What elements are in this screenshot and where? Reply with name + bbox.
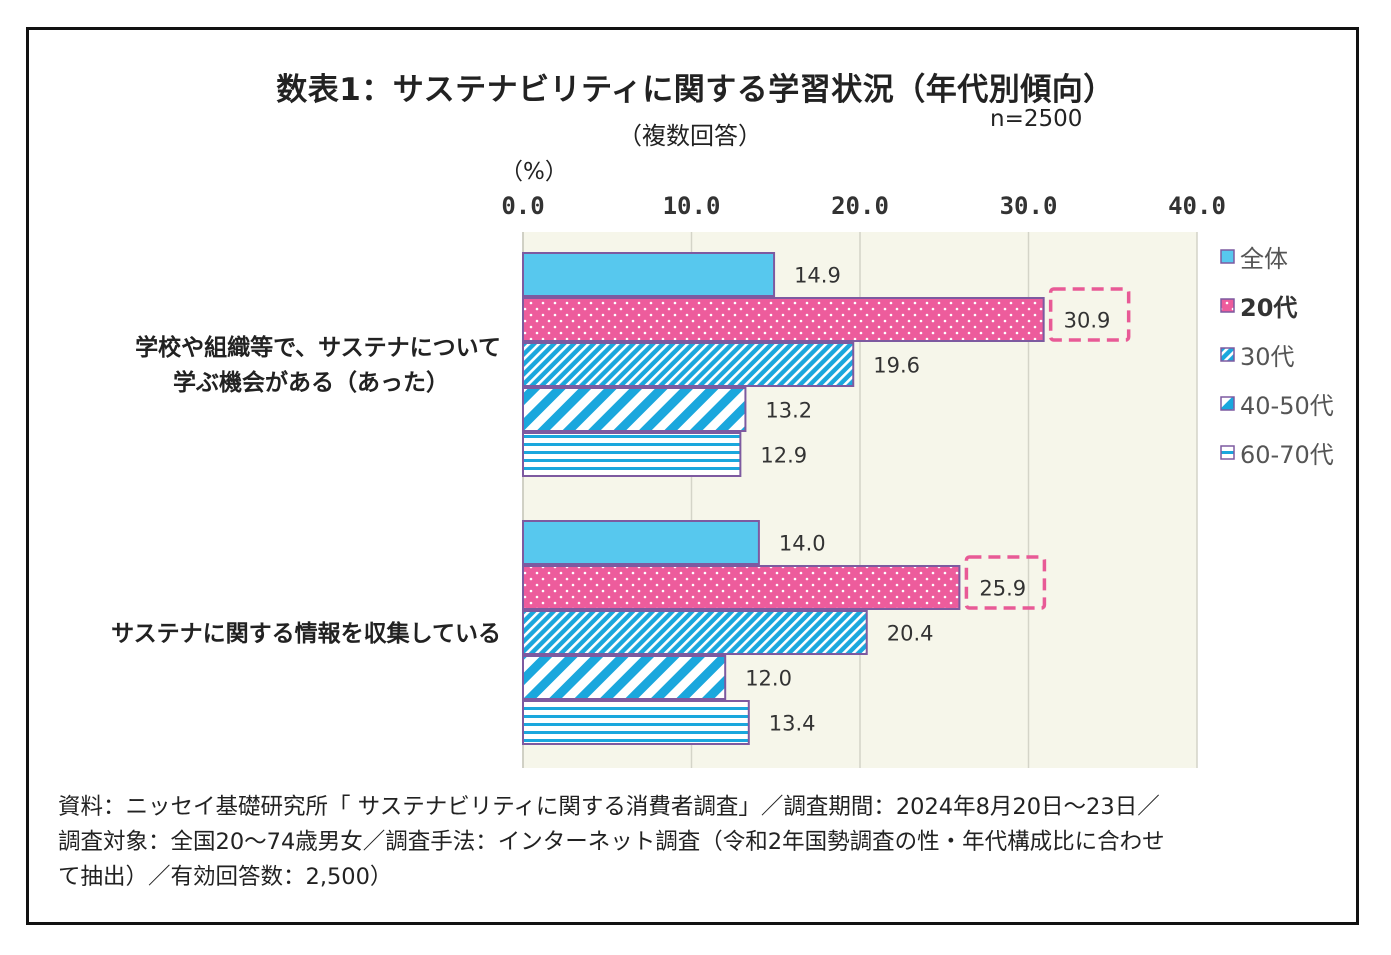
highlight-box bbox=[964, 555, 1047, 610]
category-label-learning: 学校や組織等で、サステナについて 学ぶ機会がある（あった） bbox=[135, 331, 501, 401]
legend-swatch bbox=[1220, 249, 1235, 264]
x-tick-label: 30.0 bbox=[1000, 192, 1058, 220]
bar bbox=[522, 432, 742, 477]
legend-label: 全体 bbox=[1240, 245, 1288, 273]
bar bbox=[522, 565, 961, 610]
source-footnote: 資料：ニッセイ基礎研究所「 サステナビリティに関する消費者調査」／調査期間：20… bbox=[58, 790, 1338, 895]
legend-label: 20代 bbox=[1240, 294, 1297, 322]
data-label: 30.9 bbox=[1064, 309, 1111, 333]
data-label: 14.0 bbox=[779, 532, 826, 556]
bar bbox=[522, 342, 855, 387]
bar bbox=[522, 387, 747, 432]
sample-size-label: n=2500 bbox=[990, 106, 1083, 132]
category-label-info: サステナに関する情報を収集している bbox=[111, 617, 501, 652]
data-label: 13.2 bbox=[765, 399, 812, 423]
data-label: 12.0 bbox=[745, 667, 792, 691]
category-label-learning-line-1: 学校や組織等で、サステナについて bbox=[135, 335, 501, 361]
bar bbox=[522, 520, 760, 565]
bar bbox=[522, 655, 727, 700]
footnote-line-3: て抽出）／有効回答数：2,500） bbox=[58, 864, 393, 890]
category-label-learning-line-2: 学ぶ機会がある（あった） bbox=[173, 370, 449, 396]
x-tick-label: 40.0 bbox=[1168, 192, 1226, 220]
footnote-line-1: 資料：ニッセイ基礎研究所「 サステナビリティに関する消費者調査」／調査期間：20… bbox=[58, 794, 1160, 820]
legend-swatch bbox=[1220, 445, 1235, 460]
data-label: 25.9 bbox=[979, 577, 1026, 601]
bar bbox=[522, 297, 1045, 342]
data-label: 19.6 bbox=[873, 354, 920, 378]
x-tick-label: 0.0 bbox=[501, 192, 544, 220]
data-label: 20.4 bbox=[887, 622, 934, 646]
x-tick-label: 10.0 bbox=[663, 192, 721, 220]
data-label: 14.9 bbox=[794, 264, 841, 288]
legend-label: 40-50代 bbox=[1240, 392, 1334, 420]
highlight-box bbox=[1048, 287, 1131, 342]
legend-label: 60-70代 bbox=[1240, 441, 1334, 469]
legend-label: 30代 bbox=[1240, 343, 1295, 371]
chart-title: 数表1：サステナビリティに関する学習状況（年代別傾向） bbox=[276, 72, 1115, 108]
chart-subtitle: （複数回答） bbox=[618, 122, 762, 150]
data-label: 12.9 bbox=[760, 444, 807, 468]
legend-swatch bbox=[1220, 298, 1235, 313]
bar bbox=[522, 700, 750, 745]
x-tick-label: 20.0 bbox=[831, 192, 889, 220]
unit-label: （%） bbox=[500, 159, 568, 185]
bar bbox=[522, 610, 868, 655]
data-label: 13.4 bbox=[769, 712, 816, 736]
legend-swatch bbox=[1220, 347, 1235, 362]
legend-swatch bbox=[1220, 396, 1235, 411]
category-label-info-line-1: サステナに関する情報を収集している bbox=[111, 621, 501, 647]
footnote-line-2: 調査対象：全国20～74歳男女／調査手法：インターネット調査（令和2年国勢調査の… bbox=[58, 829, 1165, 855]
bar bbox=[522, 252, 776, 297]
